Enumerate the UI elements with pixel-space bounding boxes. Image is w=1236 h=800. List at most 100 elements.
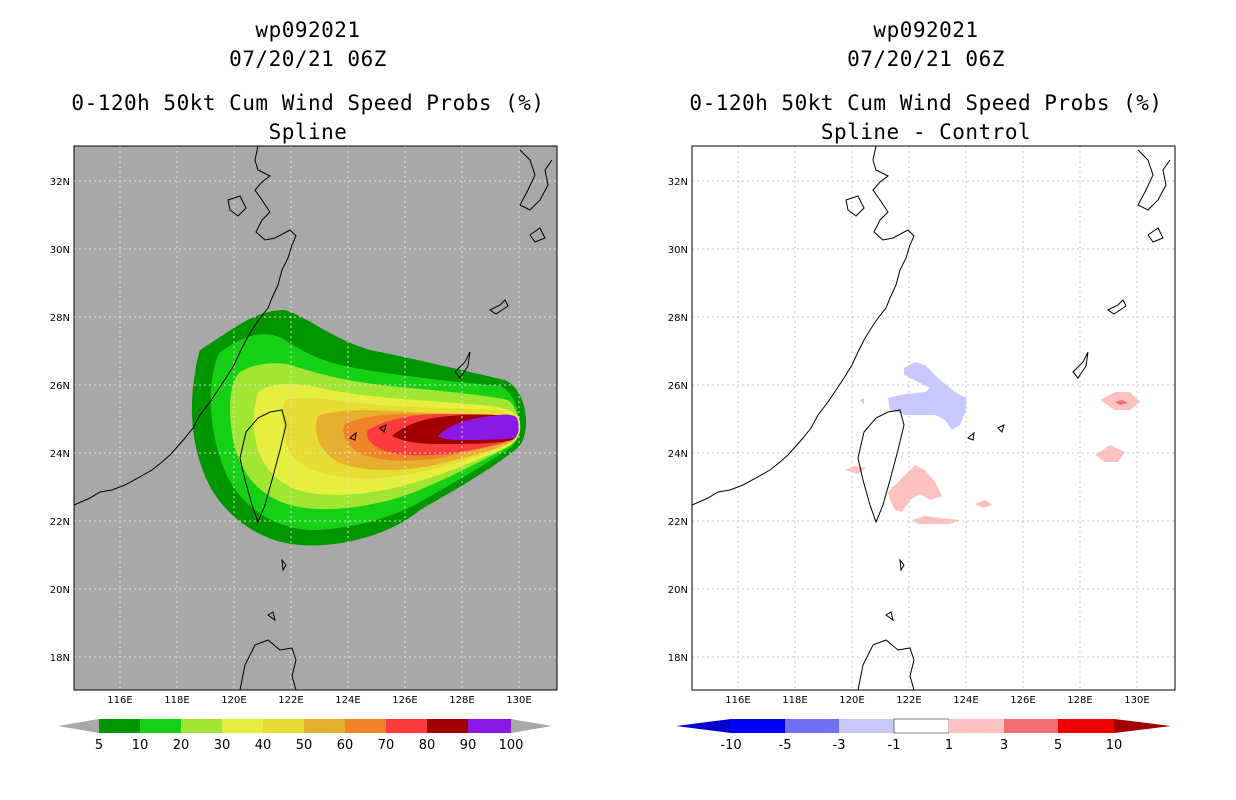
diff-region-negative	[860, 398, 864, 404]
right-colorbar-max-arrow	[1114, 719, 1171, 733]
left-lon-label-128E: 128E	[449, 695, 474, 706]
right-lon-label-130E: 130E	[1124, 695, 1149, 706]
left-colorbar-swatch	[263, 719, 304, 733]
left-probability-field	[74, 146, 557, 690]
left-lon-label-118E: 118E	[164, 695, 189, 706]
left-title-method: Spline	[268, 120, 348, 144]
right-grid	[692, 146, 1175, 690]
right-title-method: Spline - Control	[820, 120, 1032, 144]
prob-contour-90	[438, 414, 519, 440]
left-colorbar-label: 5	[95, 738, 103, 753]
right-lat-label-28N: 28N	[668, 313, 688, 324]
left-lat-label-18N: 18N	[50, 653, 70, 664]
left-lon-label-130E: 130E	[506, 695, 531, 706]
left-colorbar-swatch	[140, 719, 181, 733]
right-lat-label-22N: 22N	[668, 517, 688, 528]
left-colorbar-swatch	[427, 719, 468, 733]
left-colorbar-label: 90	[460, 738, 477, 753]
right-title-product: 0-120h 50kt Cum Wind Speed Probs (%)	[689, 91, 1163, 115]
right-lon-label-118E: 118E	[782, 695, 807, 706]
right-colorbar-label: 3	[1000, 738, 1008, 753]
left-lat-label-32N: 32N	[50, 177, 70, 188]
right-colorbar-label: 1	[945, 738, 953, 753]
diff-region-positive	[975, 500, 992, 508]
left-lat-label-26N: 26N	[50, 381, 70, 392]
right-lon-label-124E: 124E	[953, 695, 978, 706]
left-map-frame	[73, 145, 558, 691]
right-map-panel: 116E 118E 120E 122E 124E 126E 128E 130E …	[668, 145, 1176, 753]
right-lat-label-20N: 20N	[668, 585, 688, 596]
left-lon-label-122E: 122E	[278, 695, 303, 706]
right-title-date: 07/20/21 06Z	[847, 47, 1005, 71]
right-colorbar-swatch	[1004, 719, 1058, 733]
right-colorbar-swatch	[785, 719, 839, 733]
right-lat-label-30N: 30N	[668, 245, 688, 256]
right-coastlines	[692, 146, 1171, 690]
left-colorbar-swatch	[304, 719, 345, 733]
left-grid	[74, 146, 557, 690]
diff-region-positive	[1095, 445, 1125, 462]
left-coastlines	[74, 146, 553, 690]
right-colorbar-swatch	[839, 719, 894, 733]
right-colorbar-swatch	[1058, 719, 1114, 733]
right-map-background	[692, 146, 1175, 690]
left-lat-label-22N: 22N	[50, 517, 70, 528]
left-lat-label-30N: 30N	[50, 245, 70, 256]
right-lat-label-32N: 32N	[668, 177, 688, 188]
right-colorbar-min-arrow	[676, 719, 731, 733]
right-lat-label-26N: 26N	[668, 381, 688, 392]
left-lon-label-120E: 120E	[221, 695, 246, 706]
right-lon-label-126E: 126E	[1010, 695, 1035, 706]
right-colorbar-label: -1	[888, 738, 901, 753]
left-colorbar-swatch	[345, 719, 386, 733]
diff-region-moderate	[1115, 400, 1128, 405]
left-colorbar-swatch	[386, 719, 427, 733]
left-colorbar-label: 20	[173, 738, 190, 753]
left-title-storm-id: wp092021	[255, 18, 361, 42]
right-colorbar-label: -5	[779, 738, 792, 753]
left-lat-label-24N: 24N	[50, 449, 70, 460]
left-colorbar-label: 10	[132, 738, 149, 753]
right-lat-label-24N: 24N	[668, 449, 688, 460]
right-map-frame	[691, 145, 1176, 691]
left-lon-label-124E: 124E	[335, 695, 360, 706]
right-lon-label-122E: 122E	[896, 695, 921, 706]
left-title-date: 07/20/21 06Z	[229, 47, 387, 71]
right-difference-field	[692, 146, 1175, 690]
right-lon-label-128E: 128E	[1067, 695, 1092, 706]
left-colorbar-label: 80	[419, 738, 436, 753]
right-lon-label-116E: 116E	[725, 695, 750, 706]
left-lon-label-126E: 126E	[392, 695, 417, 706]
diff-region-positive	[888, 465, 942, 512]
diff-region-positive	[912, 516, 960, 524]
left-map-panel: 116E 118E 120E 122E 124E 126E 128E 130E …	[50, 145, 558, 753]
left-colorbar-max-arrow	[511, 719, 552, 733]
left-colorbar-label: 70	[378, 738, 395, 753]
right-colorbar-swatch	[949, 719, 1004, 733]
left-colorbar: 5 10 20 30 40 50 60 70 80 90 100	[58, 719, 552, 753]
right-colorbar-label: 5	[1054, 738, 1062, 753]
right-colorbar-label: -3	[833, 738, 846, 753]
left-colorbar-label: 40	[255, 738, 272, 753]
right-colorbar-swatch	[893, 718, 950, 734]
left-colorbar-swatch	[99, 719, 140, 733]
right-axis-labels: 116E 118E 120E 122E 124E 126E 128E 130E …	[668, 177, 1150, 706]
left-colorbar-swatch	[181, 719, 222, 733]
right-lat-label-18N: 18N	[668, 653, 688, 664]
diff-region-negative	[888, 362, 966, 430]
left-lat-label-28N: 28N	[50, 313, 70, 324]
right-title-storm-id: wp092021	[873, 18, 979, 42]
left-colorbar-label: 100	[499, 738, 524, 753]
left-colorbar-label: 50	[296, 738, 313, 753]
left-colorbar-label: 60	[337, 738, 354, 753]
right-colorbar-label: -10	[720, 738, 741, 753]
left-lon-label-116E: 116E	[107, 695, 132, 706]
left-colorbar-label: 30	[214, 738, 231, 753]
left-colorbar-swatch	[468, 719, 511, 733]
left-title-product: 0-120h 50kt Cum Wind Speed Probs (%)	[71, 91, 545, 115]
right-lon-label-120E: 120E	[839, 695, 864, 706]
left-colorbar-min-arrow	[58, 719, 99, 733]
left-colorbar-swatch	[222, 719, 263, 733]
right-colorbar-label: 10	[1106, 738, 1123, 753]
